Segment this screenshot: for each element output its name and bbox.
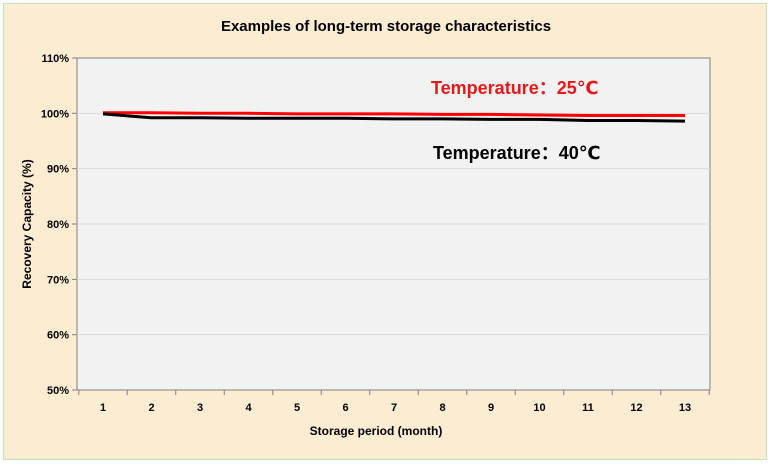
x-tick-label: 13	[679, 402, 691, 414]
y-axis-label: Recovery Capacity (%)	[20, 159, 34, 288]
x-tick-label: 5	[294, 402, 300, 414]
y-tick-label: 90%	[47, 164, 69, 176]
annotation-temp-40: Temperature：40℃	[433, 143, 601, 163]
y-tick-label: 50%	[47, 385, 69, 397]
x-tick-label: 3	[197, 402, 203, 414]
x-tick-label: 11	[582, 402, 594, 414]
series-line-25c	[103, 111, 685, 117]
x-tick-label: 1	[100, 402, 106, 414]
series-lines	[102, 111, 686, 123]
series-line-40c	[102, 112, 686, 123]
y-tick-label: 80%	[47, 219, 69, 231]
x-tick-label: 4	[245, 402, 252, 414]
annotation-temp-25: Temperature：25℃	[431, 78, 599, 98]
y-tick-label: 110%	[41, 53, 69, 65]
chart-title: Examples of long-term storage characteri…	[221, 18, 551, 35]
y-tick-label: 70%	[47, 274, 69, 286]
x-tick-label: 9	[488, 402, 494, 414]
x-tick-label: 8	[439, 402, 445, 414]
x-axis: 1 2 3 4 5 6 7 8 9 10 11 12 13	[78, 390, 710, 414]
y-axis: 50% 60% 70% 80% 90% 100% 110%	[41, 53, 77, 397]
y-tick-label: 100%	[41, 108, 69, 120]
x-tick-label: 10	[533, 402, 545, 414]
x-tick-label: 12	[630, 402, 642, 414]
x-axis-label: Storage period (month)	[310, 424, 443, 438]
x-tick-label: 2	[148, 402, 154, 414]
y-tick-label: 60%	[47, 330, 69, 342]
x-tick-label: 6	[342, 402, 348, 414]
x-tick-label: 7	[391, 402, 397, 414]
